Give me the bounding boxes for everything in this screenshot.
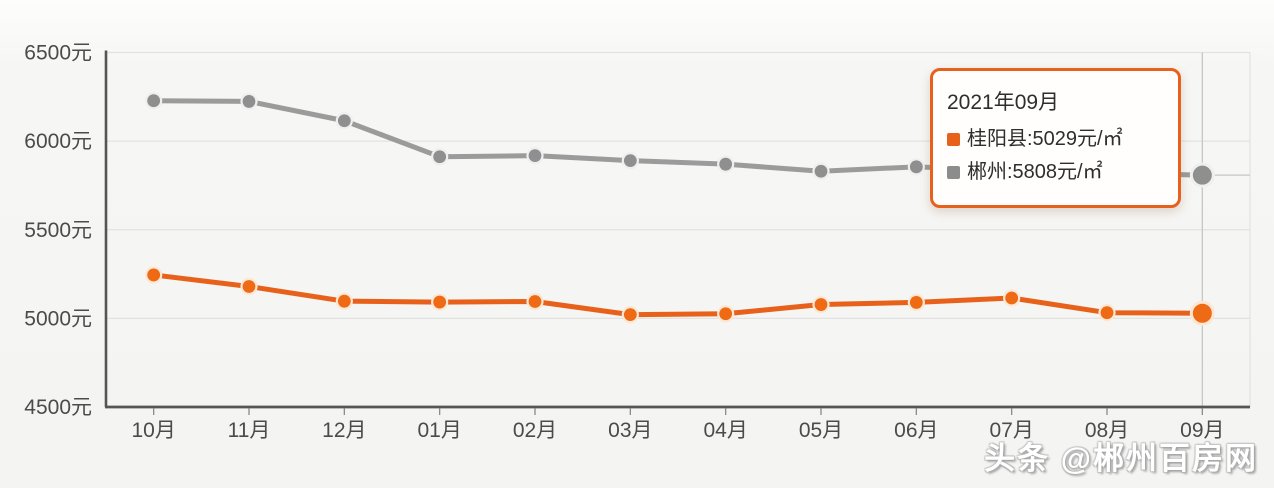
chart-tooltip: 2021年09月 桂阳县:5029元/㎡ 郴州:5808元/㎡ (930, 68, 1181, 208)
data-point-桂阳县-05月[interactable] (812, 295, 830, 314)
x-axis-label: 06月 (894, 419, 938, 442)
data-point-桂阳县-10月[interactable] (145, 266, 163, 284)
watermark: 头条 @郴州百房网 (984, 441, 1258, 476)
tooltip-value-chenzhou: 郴州:5808元/㎡ (967, 161, 1103, 183)
data-point-郴州-06月[interactable] (907, 158, 925, 176)
y-axis-label: 6000元 (24, 130, 92, 153)
data-point-桂阳县-11月[interactable] (240, 277, 258, 296)
tooltip-title: 2021年09月 (947, 91, 1060, 114)
data-point-郴州-03月[interactable] (621, 152, 639, 170)
x-axis-label: 11月 (228, 419, 271, 442)
x-axis-label: 12月 (322, 419, 366, 442)
data-point-桂阳县-03月[interactable] (621, 306, 639, 324)
data-point-桂阳县-02月[interactable] (526, 292, 544, 311)
x-axis-label: 04月 (703, 419, 747, 442)
x-axis-label: 08月 (1085, 419, 1129, 442)
y-axis-label: 4500元 (24, 396, 92, 419)
data-point-郴州-10月[interactable] (145, 92, 163, 110)
y-axis-label: 5500元 (24, 219, 92, 242)
y-axis-label: 6500元 (24, 42, 92, 65)
x-axis-label: 05月 (799, 419, 843, 442)
data-point-郴州-11月[interactable] (240, 92, 258, 111)
tooltip-value-guiyang: 桂阳县:5029元/㎡ (967, 128, 1123, 150)
data-point-郴州-05月[interactable] (812, 162, 830, 180)
data-point-桂阳县-12月[interactable] (335, 292, 353, 310)
x-axis-label: 03月 (608, 419, 652, 442)
data-point-桂阳县-08月[interactable] (1098, 304, 1116, 322)
y-axis-label: 5000元 (24, 307, 92, 330)
data-point-桂阳县-06月[interactable] (907, 293, 925, 312)
x-axis-label: 07月 (989, 419, 1033, 442)
chenzhou-series-marker-icon (947, 166, 960, 179)
data-point-桂阳县-01月[interactable] (431, 293, 449, 311)
x-axis-label: 10月 (131, 419, 175, 442)
guiyang-series-marker-icon (947, 133, 960, 146)
series-line-桂阳县 (151, 272, 1205, 318)
data-point-郴州-12月[interactable] (335, 112, 353, 130)
data-point-郴州-09月[interactable] (1189, 162, 1215, 188)
data-point-桂阳县-07月[interactable] (1003, 289, 1021, 307)
data-point-郴州-01月[interactable] (431, 148, 449, 166)
x-axis-label: 09月 (1180, 419, 1224, 442)
tooltip-row-chenzhou: 郴州:5808元/㎡ (947, 156, 1164, 189)
data-point-桂阳县-04月[interactable] (717, 305, 735, 323)
tooltip-row-guiyang: 桂阳县:5029元/㎡ (947, 123, 1164, 156)
data-point-郴州-02月[interactable] (526, 147, 544, 165)
x-axis-label: 01月 (417, 419, 461, 442)
data-point-桂阳县-09月[interactable] (1189, 300, 1215, 326)
data-point-郴州-04月[interactable] (717, 155, 735, 173)
x-axis-label: 02月 (513, 419, 557, 442)
